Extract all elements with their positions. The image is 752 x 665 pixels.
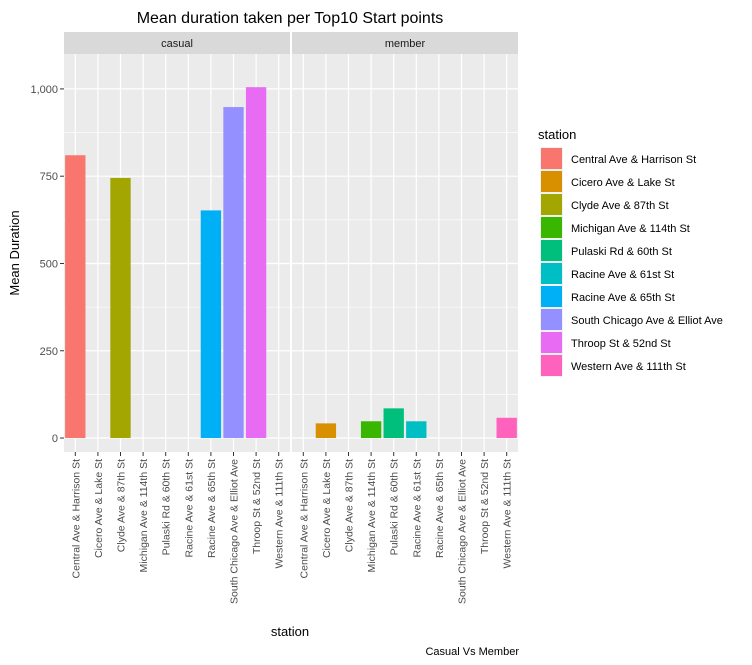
chart-title: Mean duration taken per Top10 Start poin…	[137, 10, 444, 27]
facet-strip-label: casual	[161, 38, 193, 50]
x-tick-label: Throop St & 52nd St	[479, 459, 491, 554]
x-tick-label: Western Ave & 111th St	[274, 459, 286, 569]
x-tick-label: Racine Ave & 65th St	[206, 459, 218, 558]
legend-label: Racine Ave & 65th St	[571, 292, 675, 304]
facet-panels: casual member	[64, 32, 518, 452]
legend-item: Racine Ave & 61st St	[540, 262, 674, 285]
bar-member-6	[406, 421, 427, 439]
y-tick-label: 1,000	[30, 84, 58, 96]
y-tick-label: 0	[52, 433, 58, 445]
x-tick-label: Racine Ave & 61st St	[411, 459, 423, 558]
legend-swatch	[541, 240, 562, 261]
y-tick-label: 750	[40, 171, 58, 183]
x-tick-label: Michigan Ave & 114th St	[366, 459, 378, 573]
x-axis: Central Ave & Harrison St Cicero Ave & La…	[70, 452, 514, 604]
legend-item: Clyde Ave & 87th St	[540, 193, 669, 216]
facet-strip	[64, 32, 290, 54]
bar-casual-1	[65, 155, 86, 439]
legend-swatch	[541, 332, 562, 353]
legend-swatch	[541, 355, 562, 376]
bar-casual-7	[200, 210, 222, 439]
legend-item: Central Ave & Harrison St	[540, 147, 696, 170]
y-tick-label: 500	[40, 258, 58, 270]
x-tick-label: Cicero Ave & Lake St	[93, 459, 105, 558]
bar-casual-3	[110, 177, 131, 439]
bar-casual-8	[223, 107, 244, 439]
legend-swatch	[541, 148, 562, 169]
panel-casual: casual	[64, 32, 290, 452]
bar-member-4	[360, 421, 382, 439]
legend-item: Racine Ave & 65th St	[540, 285, 675, 308]
legend-swatch	[541, 217, 562, 238]
x-tick-label: Racine Ave & 65th St	[434, 459, 446, 558]
x-tick-label: Central Ave & Harrison St	[298, 459, 310, 579]
legend-swatch	[541, 286, 562, 307]
legend-label: Cicero Ave & Lake St	[571, 177, 675, 189]
bar-member-2	[315, 423, 337, 439]
legend-swatch	[541, 309, 562, 330]
x-tick-label: Michigan Ave & 114th St	[138, 459, 150, 573]
legend-item: Pulaski Rd & 60th St	[540, 239, 672, 262]
legend-item: Western Ave & 111th St	[540, 354, 686, 377]
y-tick-label: 250	[40, 346, 58, 358]
legend-label: Racine Ave & 61st St	[571, 269, 674, 281]
legend-item: South Chicago Ave & Elliot Ave	[540, 308, 723, 331]
y-axis-label: Mean Duration	[7, 210, 22, 295]
x-tick-label: Cicero Ave & Lake St	[321, 459, 333, 558]
x-tick-label: Throop St & 52nd St	[251, 459, 263, 554]
legend: station Central Ave & Harrison St Cicero …	[538, 127, 723, 377]
y-axis: 0 250 500 750 1,000	[30, 84, 64, 445]
legend-label: Central Ave & Harrison St	[571, 154, 696, 166]
legend-swatch	[541, 171, 562, 192]
x-tick-label: Clyde Ave & 87th St	[116, 459, 128, 552]
facet-strip	[292, 32, 518, 54]
x-tick-label: Clyde Ave & 87th St	[344, 459, 356, 552]
legend-label: Clyde Ave & 87th St	[571, 200, 669, 212]
legend-swatch	[541, 263, 562, 284]
bar-casual-9	[245, 87, 267, 439]
legend-title: station	[538, 127, 576, 142]
legend-label: Throop St & 52nd St	[571, 338, 671, 350]
legend-item: Throop St & 52nd St	[540, 331, 671, 354]
x-axis-label: station	[271, 624, 309, 639]
x-tick-label: Racine Ave & 61st St	[183, 459, 195, 558]
x-tick-label: Pulaski Rd & 60th St	[161, 459, 173, 555]
panel-member: member	[292, 32, 518, 452]
legend-item: Michigan Ave & 114th St	[540, 216, 690, 239]
bar-member-10	[496, 417, 517, 439]
x-tick-label: Pulaski Rd & 60th St	[389, 459, 401, 555]
legend-label: Pulaski Rd & 60th St	[571, 246, 672, 258]
x-tick-label: Western Ave & 111th St	[502, 459, 514, 569]
facet-strip-label: member	[385, 38, 426, 50]
legend-label: Michigan Ave & 114th St	[571, 223, 690, 235]
legend-item: Cicero Ave & Lake St	[540, 170, 675, 193]
bar-member-5	[383, 408, 404, 439]
x-tick-label: South Chicago Ave & Elliot Ave	[229, 459, 241, 604]
legend-label: Western Ave & 111th St	[571, 361, 686, 373]
x-tick-label: South Chicago Ave & Elliot Ave	[457, 459, 469, 604]
legend-swatch	[541, 194, 562, 215]
legend-label: South Chicago Ave & Elliot Ave	[571, 315, 723, 327]
x-tick-label: Central Ave & Harrison St	[70, 459, 82, 579]
chart-caption: Casual Vs Member	[425, 646, 519, 658]
panel-background	[292, 54, 518, 452]
